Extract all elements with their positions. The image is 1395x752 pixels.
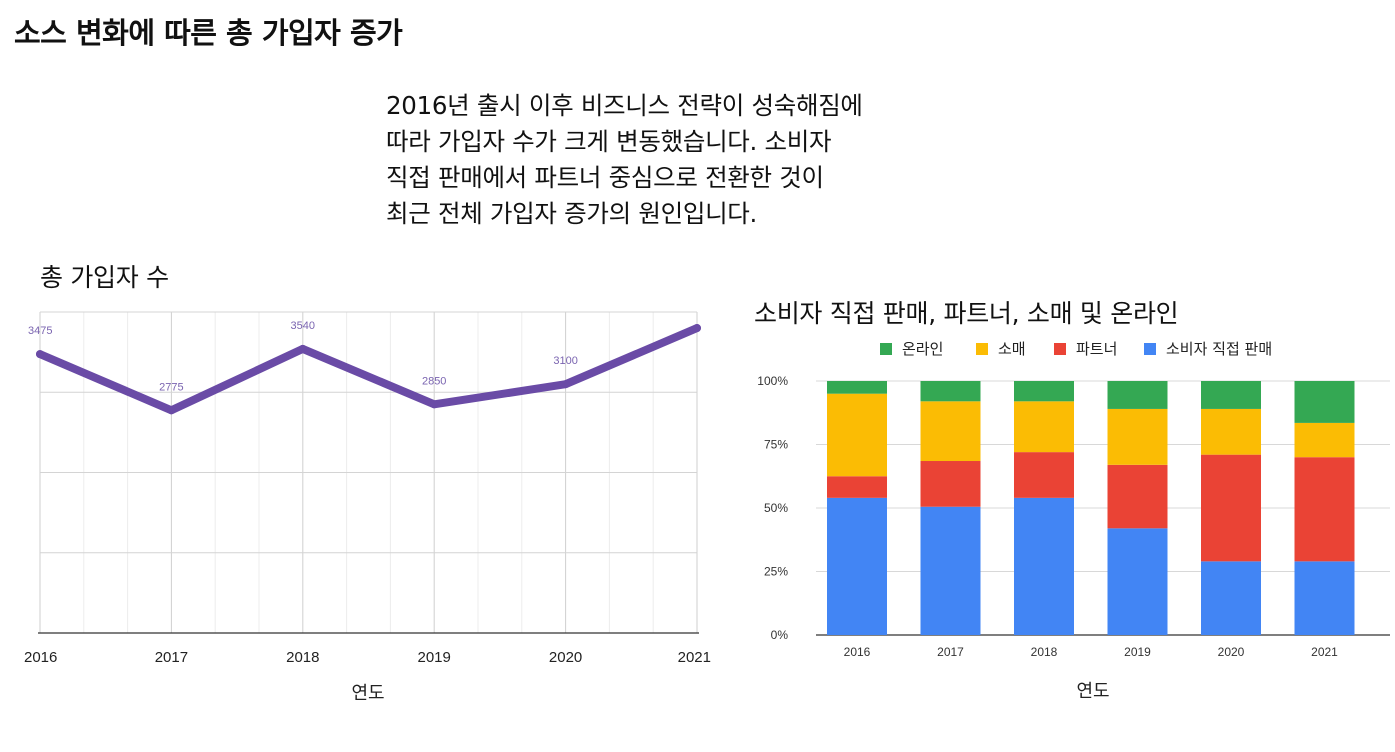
bar-segment <box>1294 457 1355 562</box>
x-axis-label: 연도 <box>351 683 384 704</box>
bar-segment <box>1107 528 1168 635</box>
bar-segment <box>1201 381 1261 409</box>
summary-line: 최근 전체 가입자 증가의 원인입니다. <box>386 199 758 228</box>
bar-segment <box>1014 381 1074 402</box>
data-label: 3540 <box>291 320 315 332</box>
legend-label: 온라인 <box>902 340 943 358</box>
data-point <box>693 324 701 333</box>
data-label: 2775 <box>159 381 183 393</box>
bar-segment <box>1014 497 1074 635</box>
bar-segment <box>1201 454 1261 562</box>
bar-segment <box>1107 408 1168 465</box>
x-tick-label: 2021 <box>678 649 711 666</box>
legend-label: 파트너 <box>1076 340 1117 358</box>
legend-swatch <box>1144 343 1156 355</box>
bar-segment <box>1014 452 1074 498</box>
bar-segment <box>1201 561 1261 635</box>
data-point <box>298 344 307 353</box>
data-point <box>167 406 176 415</box>
page-title: 소스 변화에 따른 총 가입자 증가 <box>14 16 403 50</box>
y-tick-label: 25% <box>764 565 788 579</box>
bar-segment <box>920 506 981 635</box>
bar-segment <box>920 381 981 402</box>
data-point <box>36 350 44 359</box>
bar-segment <box>827 393 887 477</box>
x-tick-label: 2016 <box>24 649 57 666</box>
x-tick-label: 2017 <box>155 649 188 666</box>
x-tick-label: 2018 <box>1031 645 1058 659</box>
series-line <box>36 324 701 415</box>
x-tick-label: 2020 <box>549 649 582 666</box>
x-tick-label: 2019 <box>1124 645 1151 659</box>
summary-line: 따라 가입자 수가 크게 변동했습니다. 소비자 <box>386 127 832 156</box>
legend-label: 소비자 직접 판매 <box>1166 340 1272 358</box>
y-tick-label: 75% <box>764 438 788 452</box>
bar-segment <box>1014 401 1074 453</box>
data-label: 3100 <box>553 355 577 367</box>
y-tick-label: 50% <box>764 501 788 515</box>
x-tick-label: 2018 <box>286 649 319 666</box>
bar-segment <box>1294 381 1355 423</box>
bar-segment <box>827 476 887 498</box>
bar-segment <box>1201 408 1261 455</box>
stacked-bar-chart: 온라인 소매 파트너 소비자 직접 판매 0% 25% 50% 75% 100% 2016 2017… <box>757 340 1390 702</box>
bar-segment <box>1107 381 1168 409</box>
x-tick-label: 2021 <box>1311 645 1338 659</box>
bar-segment <box>920 461 981 507</box>
line-chart: 3475 2775 3540 2850 3100 2016 2017 2018 2019 2020… <box>24 311 711 704</box>
data-label: 2850 <box>422 375 446 387</box>
summary-line: 직접 판매에서 파트너 중심으로 전환한 것이 <box>386 163 824 192</box>
legend-swatch <box>880 343 892 355</box>
bar-chart-title: 소비자 직접 판매, 파트너, 소매 및 온라인 <box>754 299 1179 328</box>
x-tick-label: 2019 <box>418 649 451 666</box>
line-chart-title: 총 가입자 수 <box>40 263 169 292</box>
bar-segment <box>1107 464 1168 529</box>
legend-label: 소매 <box>998 340 1026 358</box>
data-point <box>561 380 570 389</box>
summary-line: 2016년 출시 이후 비즈니스 전략이 성숙해짐에 <box>386 91 863 120</box>
y-tick-label: 100% <box>757 374 788 388</box>
x-tick-label: 2020 <box>1218 645 1245 659</box>
x-tick-label: 2016 <box>844 645 871 659</box>
x-tick-label: 2017 <box>937 645 964 659</box>
bar-segment <box>827 381 887 394</box>
bar-segment <box>920 401 981 462</box>
legend-swatch <box>1054 343 1066 355</box>
data-label: 3475 <box>28 325 52 337</box>
bar-segment <box>1294 422 1355 458</box>
legend-swatch <box>976 343 988 355</box>
y-tick-label: 0% <box>771 628 789 642</box>
bar-segment <box>827 497 887 635</box>
data-point <box>430 400 439 409</box>
summary-text: 2016년 출시 이후 비즈니스 전략이 성숙해짐에 따라 가입자 수가 크게 … <box>386 88 1026 232</box>
x-axis-label: 연도 <box>1076 681 1109 702</box>
bar-segment <box>1294 561 1355 635</box>
